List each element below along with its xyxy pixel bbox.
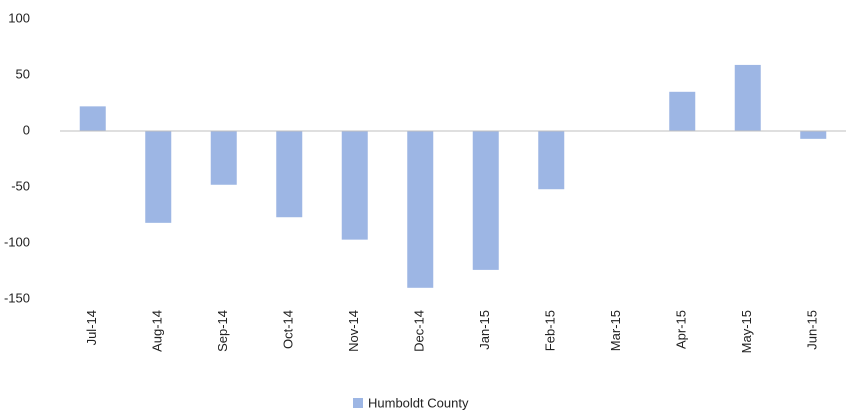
bar xyxy=(79,106,106,131)
x-tick-label: Aug-14 xyxy=(150,310,165,352)
bar xyxy=(341,131,368,240)
x-tick-label: Jan-15 xyxy=(477,310,492,350)
bar xyxy=(669,91,696,131)
bar xyxy=(210,131,237,185)
y-tick-label: -150 xyxy=(4,290,30,305)
y-tick-label: 100 xyxy=(8,10,30,25)
bar xyxy=(407,131,434,288)
x-tick-label: Dec-14 xyxy=(412,310,427,352)
bar xyxy=(472,131,499,270)
legend-label: Humboldt County xyxy=(368,395,469,410)
bar xyxy=(800,131,827,139)
x-tick-label: Feb-15 xyxy=(543,310,558,351)
bar xyxy=(145,131,172,223)
y-tick-label: -50 xyxy=(11,178,30,193)
y-tick-label: 50 xyxy=(16,66,30,81)
x-tick-label: Jun-15 xyxy=(805,310,820,350)
y-tick-label: 0 xyxy=(23,122,30,137)
bar xyxy=(276,131,303,218)
x-tick-label: Nov-14 xyxy=(346,310,361,352)
x-tick-label: Mar-15 xyxy=(608,310,623,351)
x-tick-label: Apr-15 xyxy=(674,310,689,349)
x-tick-label: Jul-14 xyxy=(84,310,99,345)
x-tick-label: Sep-14 xyxy=(215,310,230,352)
y-tick-label: -100 xyxy=(4,234,30,249)
x-tick-label: Oct-14 xyxy=(281,310,296,349)
legend-swatch xyxy=(353,398,363,408)
bar xyxy=(734,64,761,131)
x-tick-label: May-15 xyxy=(739,310,754,353)
bar xyxy=(538,131,565,190)
